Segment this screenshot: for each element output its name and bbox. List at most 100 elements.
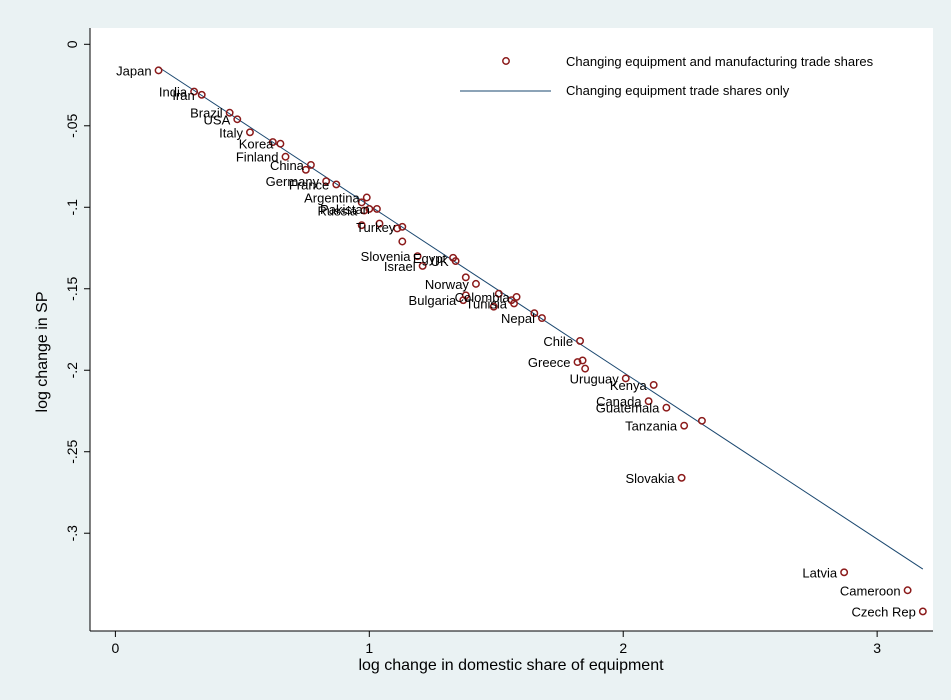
data-point	[576, 336, 585, 345]
data-point	[573, 358, 582, 367]
data-point	[840, 568, 849, 577]
data-point	[697, 416, 706, 425]
point-label: Israel	[384, 259, 416, 274]
axes: 0 -.05 -.1 -.15 -.2 -.25 -.3 0 1 2 3	[64, 28, 933, 656]
data-point	[459, 296, 468, 305]
x-tick-label: 3	[873, 640, 881, 656]
y-tick-label: -.2	[64, 362, 80, 379]
data-point	[246, 128, 254, 137]
data-point	[281, 152, 290, 161]
legend-label-points: Changing equipment and manufacturing tra…	[566, 54, 874, 69]
point-label: Canada	[596, 394, 642, 409]
point-label: Germany	[266, 174, 320, 189]
point-label: China	[270, 158, 305, 173]
point-label: Greece	[528, 355, 571, 370]
point-label: Russia	[317, 204, 358, 219]
y-axis-title: log change in SP	[34, 292, 51, 413]
data-point	[268, 138, 277, 147]
data-point	[578, 356, 587, 365]
data-point	[398, 222, 407, 231]
point-label: Nepal	[501, 311, 535, 326]
data-point	[393, 224, 402, 233]
legend-label-line: Changing equipment trade shares only	[566, 83, 790, 98]
x-tick-label: 0	[111, 640, 119, 656]
data-point	[154, 66, 163, 75]
point-label: Chile	[543, 334, 573, 349]
data-point	[322, 177, 331, 186]
data-point	[360, 206, 369, 215]
legend: Changing equipment and manufacturing tra…	[460, 54, 874, 98]
point-label: Egypt	[413, 251, 447, 266]
data-point	[512, 292, 521, 301]
data-point	[538, 314, 546, 323]
data-point	[621, 374, 630, 383]
x-tick-label: 1	[365, 640, 373, 656]
legend-marker-points	[502, 57, 510, 65]
data-point	[225, 108, 234, 117]
point-label: Kenya	[610, 378, 648, 393]
point-label: UK	[431, 254, 449, 269]
fit-line	[158, 66, 924, 570]
y-tick-label: -.1	[64, 199, 80, 216]
x-tick-label: 2	[619, 640, 627, 656]
y-tick-label: -.3	[64, 525, 80, 542]
y-tick-label: -.25	[64, 439, 80, 463]
point-label: Bulgaria	[409, 293, 457, 308]
data-point	[372, 204, 381, 213]
data-point	[530, 309, 539, 318]
point-label: Norway	[425, 277, 470, 292]
point-label: Uruguay	[570, 371, 620, 386]
point-label: Tunisia	[466, 296, 508, 311]
data-point	[332, 180, 341, 189]
data-point	[306, 160, 315, 169]
data-point	[680, 421, 689, 430]
point-label: Argentina	[304, 190, 360, 205]
point-label: Finland	[236, 150, 279, 165]
points-layer	[154, 66, 927, 616]
point-label: Cameroon	[840, 583, 901, 598]
data-point	[510, 299, 518, 308]
data-point	[357, 198, 366, 207]
point-label: Japan	[116, 63, 151, 78]
data-point	[413, 252, 422, 261]
data-point	[418, 261, 427, 270]
data-point	[365, 204, 374, 213]
point-label: Brazil	[190, 106, 223, 121]
plot-area	[90, 28, 933, 631]
data-point	[662, 403, 671, 412]
data-point	[677, 473, 686, 482]
data-point	[451, 257, 460, 266]
point-label: Latvia	[802, 565, 837, 580]
data-point	[375, 219, 384, 228]
data-point	[918, 607, 927, 616]
point-label: India	[159, 85, 188, 100]
data-point	[362, 193, 371, 202]
data-point	[301, 165, 310, 174]
data-point	[644, 397, 653, 406]
y-tick-label: -.05	[64, 114, 80, 138]
data-point	[190, 87, 199, 96]
y-tick-label: 0	[64, 40, 80, 48]
y-tick-label: -.15	[64, 276, 80, 300]
x-axis-title: log change in domestic share of equipmen…	[358, 657, 664, 674]
data-point	[903, 586, 912, 595]
data-point	[357, 221, 366, 230]
point-label: Guatemala	[596, 401, 660, 416]
point-label: France	[289, 177, 329, 192]
fit-line-layer	[158, 66, 924, 570]
data-point	[197, 90, 206, 99]
point-label: Korea	[239, 137, 274, 152]
data-point	[461, 273, 470, 282]
point-label: Slovakia	[625, 471, 675, 486]
point-label: Slovenia	[361, 249, 412, 264]
point-label: Colombia	[455, 290, 511, 305]
data-point	[494, 289, 503, 298]
point-label: Turkey	[356, 220, 396, 235]
data-point	[649, 380, 658, 389]
data-point	[472, 279, 480, 288]
data-point	[489, 302, 498, 311]
point-label: Iran	[172, 88, 194, 103]
